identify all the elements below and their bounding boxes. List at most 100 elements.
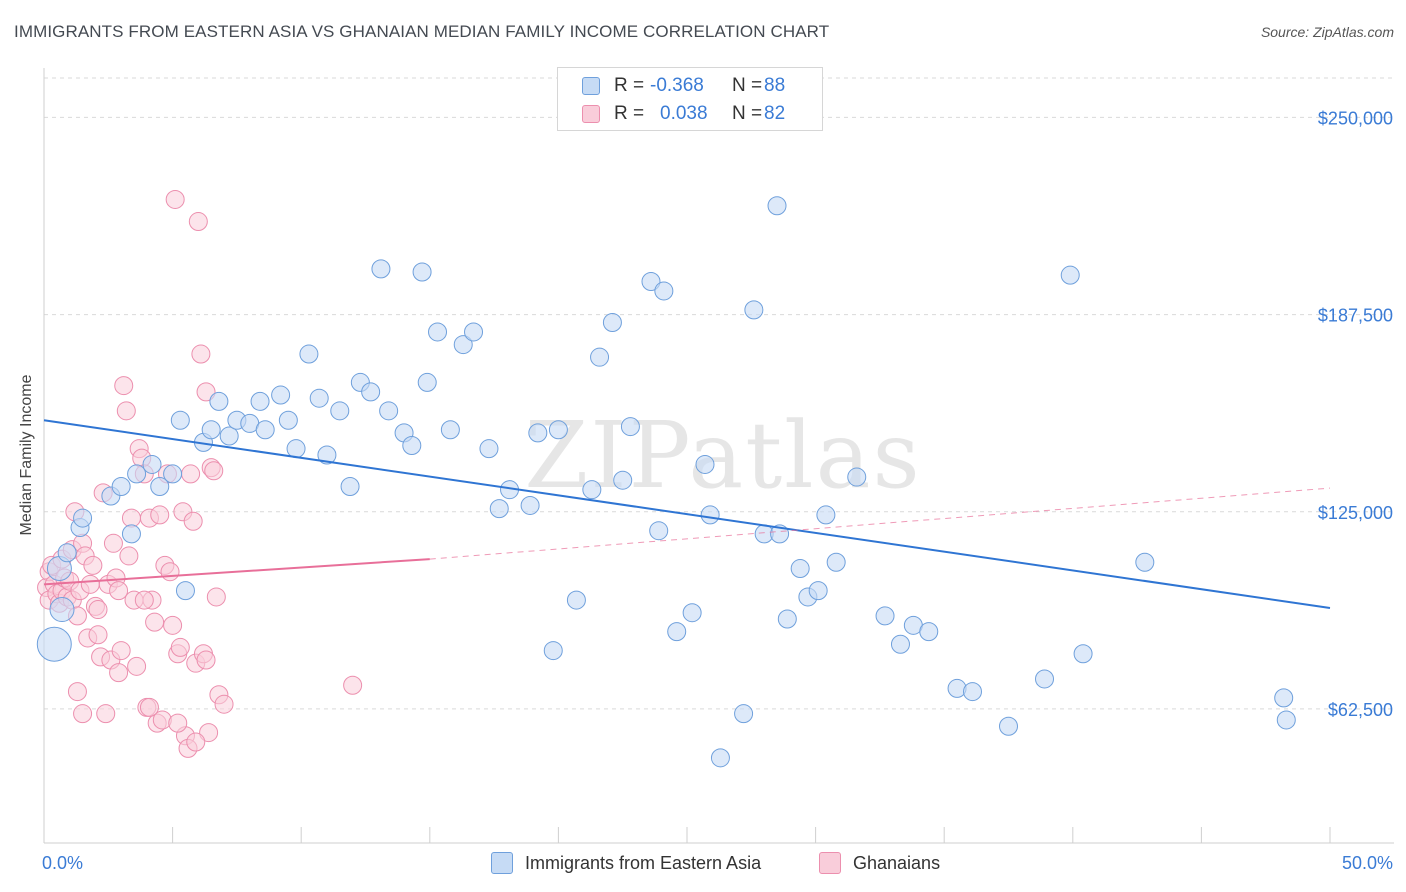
eastern-asia-point <box>654 281 674 301</box>
eastern-asia-point <box>777 609 797 629</box>
ghanaian-point <box>343 675 363 695</box>
eastern-asia-point <box>1276 710 1296 730</box>
y-tick-label: $187,500 <box>1318 306 1393 326</box>
n-value-blue: 88 <box>764 75 786 96</box>
ghanaian-point <box>109 581 129 601</box>
x-axis-min-label: 0.0% <box>42 853 84 873</box>
eastern-asia-point <box>371 259 391 279</box>
eastern-asia-point <box>278 410 298 430</box>
eastern-asia-point <box>700 505 720 525</box>
ghanaian-point <box>170 637 190 657</box>
eastern-asia-point <box>428 322 448 342</box>
eastern-asia-point <box>1035 669 1055 689</box>
eastern-asia-point <box>453 335 473 355</box>
ghanaian-point <box>109 663 129 683</box>
ghanaian-point <box>111 641 131 661</box>
ghanaian-point <box>88 625 108 645</box>
series-legend: Immigrants from Eastern Asia Ghanaians <box>0 852 1406 878</box>
eastern-asia-point <box>613 470 633 490</box>
eastern-asia-point <box>695 454 715 474</box>
ghanaian-point <box>145 612 165 632</box>
ghanaian-point <box>163 615 183 635</box>
eastern-asia-point <box>250 391 270 411</box>
ghanaian-point <box>96 704 116 724</box>
r-label: R = <box>614 75 645 96</box>
eastern-asia-point <box>682 603 702 623</box>
eastern-asia-point <box>1135 552 1155 572</box>
eastern-asia-point <box>142 454 162 474</box>
legend-label-ghanaians: Ghanaians <box>853 852 941 873</box>
eastern-asia-point <box>170 410 190 430</box>
y-tick-label: $62,500 <box>1328 700 1393 720</box>
ghanaian-point <box>183 511 203 531</box>
eastern-asia-point <box>875 606 895 626</box>
eastern-asia-point <box>49 597 75 623</box>
legend-row-blue: R = -0.368 N = 88 <box>582 73 785 99</box>
eastern-asia-point <box>479 439 499 459</box>
ghanaian-point <box>191 344 211 364</box>
eastern-asia-point <box>602 312 622 332</box>
eastern-asia-point <box>566 590 586 610</box>
eastern-asia-point <box>379 401 399 421</box>
r-value-blue: -0.368 <box>650 75 704 96</box>
eastern-asia-point <box>127 464 147 484</box>
ghanaian-point <box>67 682 87 702</box>
eastern-asia-point <box>667 622 687 642</box>
eastern-asia-point <box>767 196 787 216</box>
ghanaian-point <box>139 697 159 717</box>
eastern-asia-point <box>649 521 669 541</box>
eastern-asia-point <box>734 704 754 724</box>
ghanaian-point <box>127 656 147 676</box>
n-label: N = <box>732 103 763 124</box>
ghanaian-point <box>165 189 185 209</box>
eastern-asia-point <box>744 300 764 320</box>
eastern-asia-point <box>286 439 306 459</box>
eastern-asia-point <box>440 420 460 440</box>
eastern-asia-point <box>590 347 610 367</box>
eastern-asia-point <box>201 420 221 440</box>
eastern-asia-point <box>790 559 810 579</box>
eastern-asia-point <box>962 682 982 702</box>
eastern-asia-point <box>1060 265 1080 285</box>
eastern-asia-point <box>111 477 131 497</box>
eastern-asia-point <box>548 420 568 440</box>
y-axis-label: Median Family Income <box>18 374 35 536</box>
eastern-asia-point <box>330 401 350 421</box>
n-value-pink: 82 <box>764 103 786 124</box>
ghanaian-point <box>134 590 154 610</box>
eastern-asia-point <box>175 581 195 601</box>
eastern-asia-trendline <box>43 419 1331 609</box>
pink-swatch-icon <box>582 105 600 123</box>
eastern-asia-point <box>219 426 239 446</box>
pink-swatch-icon <box>819 852 841 874</box>
ghanaian-point <box>73 704 93 724</box>
ghanaian-point <box>119 546 139 566</box>
legend-row-pink: R = 0.038 N = 82 <box>582 101 785 127</box>
blue-swatch-icon <box>582 77 600 95</box>
ghanaian-point <box>160 562 180 582</box>
ghanaian-point <box>83 555 103 575</box>
eastern-asia-point <box>255 420 275 440</box>
eastern-asia-point <box>402 436 422 456</box>
eastern-asia-point <box>163 464 183 484</box>
eastern-asia-point <box>36 626 72 662</box>
eastern-asia-point <box>919 622 939 642</box>
eastern-asia-point <box>150 477 170 497</box>
r-label: R = <box>614 103 645 124</box>
ghanaian-point <box>199 723 219 743</box>
eastern-asia-point <box>543 641 563 661</box>
eastern-asia-point <box>770 524 790 544</box>
n-label: N = <box>732 75 763 96</box>
eastern-asia-point <box>890 634 910 654</box>
eastern-asia-point <box>209 391 229 411</box>
y-tick-label: $250,000 <box>1318 108 1393 128</box>
source-label: Source: ZipAtlas.com <box>1260 24 1394 40</box>
eastern-asia-point <box>412 262 432 282</box>
legend-item-ghanaians: Ghanaians <box>819 852 940 874</box>
eastern-asia-point <box>121 524 141 544</box>
eastern-asia-point <box>710 748 730 768</box>
ghanaian-point <box>103 533 123 553</box>
ghanaian-point <box>196 382 216 402</box>
eastern-asia-point <box>641 271 661 291</box>
eastern-asia-point <box>464 322 484 342</box>
